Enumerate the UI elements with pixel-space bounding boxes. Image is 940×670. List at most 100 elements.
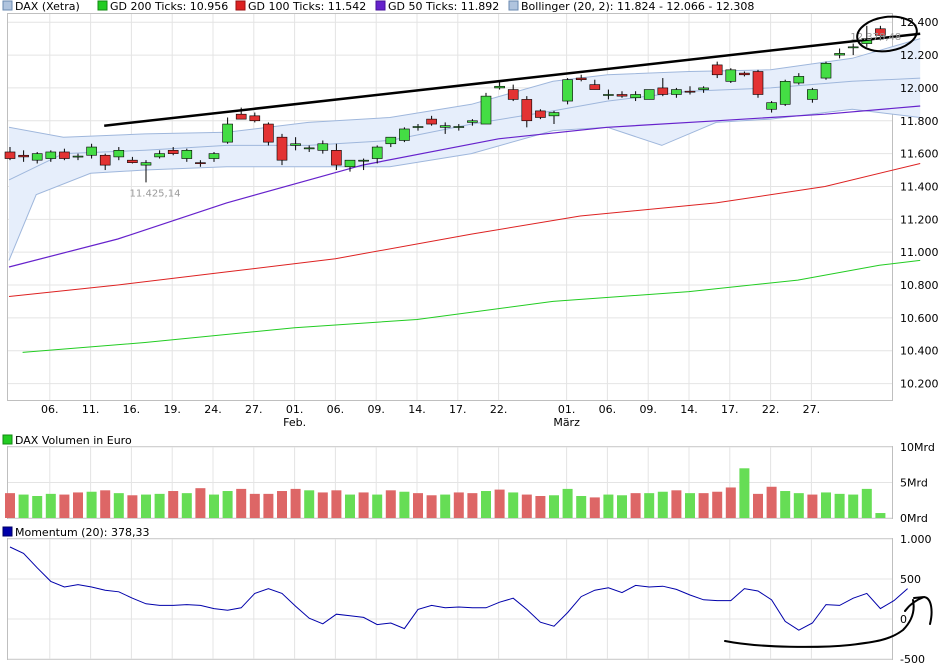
volume-bar	[209, 494, 219, 518]
volume-bar	[195, 488, 206, 518]
momentum-line	[9, 546, 908, 631]
x-tick-label: 22.	[762, 403, 780, 416]
annotations: 11.425,14 12.378,48	[130, 32, 902, 200]
volume-bar	[358, 492, 369, 518]
volume-bar	[236, 488, 247, 518]
legend-swatch-gd100	[235, 0, 246, 11]
legend-swatch-bollinger	[508, 0, 519, 11]
x-tick-label: 19.	[163, 403, 181, 416]
candle	[752, 69, 764, 98]
candle-body	[385, 136, 397, 145]
x-tick-label: 06.	[599, 403, 617, 416]
volume-bar	[644, 493, 655, 518]
volume-bar	[277, 491, 287, 518]
candle	[167, 147, 179, 156]
price-y-tick-label: 12.400	[900, 16, 939, 29]
volume-bar	[848, 494, 859, 518]
volume-bar	[453, 492, 464, 518]
candle-body	[249, 115, 261, 122]
candle	[317, 140, 329, 154]
volume-bar	[385, 490, 396, 518]
candle	[127, 156, 138, 164]
candle	[290, 137, 301, 151]
x-tick-label: 01.	[558, 403, 576, 416]
price-y-tick-label: 10.800	[900, 279, 939, 292]
candle	[725, 68, 737, 83]
legend-swatch-gd200	[97, 0, 108, 11]
candle-body	[562, 79, 573, 102]
legend-item-dax: DAX (Xetra)	[2, 0, 80, 13]
candle-body	[31, 153, 43, 161]
candle-body	[548, 112, 560, 117]
gd50-line	[8, 105, 921, 268]
candle-body	[603, 94, 614, 96]
price-y-tick-label: 10.600	[900, 312, 939, 325]
x-month-label: Feb.	[283, 416, 306, 429]
candle	[521, 96, 533, 128]
candle	[344, 159, 356, 172]
candle-body	[263, 123, 274, 143]
candle	[222, 117, 233, 144]
volume-bar	[739, 468, 750, 518]
volume-bar	[630, 493, 641, 518]
bollinger-middle-line	[8, 77, 921, 181]
price-y-tick-label: 11.000	[900, 246, 939, 259]
volume-bar	[18, 494, 29, 518]
candle	[59, 148, 70, 161]
volume-y-tick-label: 5Mrd	[900, 477, 928, 490]
gd100-line	[8, 163, 921, 297]
candle-body	[779, 81, 791, 105]
candle-body	[45, 151, 57, 159]
candle	[439, 122, 451, 134]
candle-body	[847, 46, 859, 49]
x-tick-label: 14.	[680, 403, 698, 416]
volume-bar	[222, 491, 233, 518]
volume-bar	[5, 493, 15, 518]
volume-bar	[481, 491, 491, 518]
candle-body	[181, 150, 193, 159]
candle	[698, 86, 709, 93]
price-y-tick-label: 11.800	[900, 115, 939, 128]
candle	[480, 92, 492, 125]
volume-y-tick-label: 0Mrd	[900, 512, 928, 525]
volume-bar	[86, 491, 97, 518]
volume-plot	[5, 468, 886, 518]
candle	[494, 81, 505, 90]
momentum-y-tick-label: 500	[900, 573, 921, 586]
x-tick-label: 06.	[327, 403, 345, 416]
candle	[779, 79, 791, 106]
candle-body	[290, 143, 301, 146]
candle	[820, 61, 832, 80]
volume-bar	[73, 492, 83, 518]
candle-body	[657, 87, 669, 95]
candle-body	[140, 162, 152, 166]
x-tick-label: 22.	[490, 403, 508, 416]
legend-label-gd200: GD 200 Ticks: 10.956	[110, 0, 228, 13]
volume-bar	[467, 493, 478, 518]
candle	[208, 151, 220, 162]
x-tick-label: 01.	[286, 403, 304, 416]
hand-drawn-circle	[856, 15, 918, 53]
candle	[630, 91, 641, 102]
candle	[86, 143, 97, 159]
candle	[711, 61, 723, 79]
x-tick-label: 16.	[123, 403, 141, 416]
candle-body	[439, 125, 451, 128]
candle-body	[317, 143, 329, 151]
candle	[834, 48, 845, 59]
volume-bar	[875, 513, 886, 518]
candle	[616, 91, 628, 98]
candle	[358, 158, 369, 171]
volume-y-axis: 0Mrd 5Mrd 10Mrd	[900, 441, 935, 525]
legend-label-bollinger: Bollinger (20, 2): 11.824 - 12.066 - 12.…	[521, 0, 754, 13]
price-y-tick-label: 11.600	[900, 148, 939, 161]
price-y-axis: 10.200 10.400 10.600 10.800 11.000 11.200 11.4…	[900, 16, 939, 390]
volume-bar	[535, 495, 546, 518]
trendline	[104, 32, 921, 127]
momentum-y-tick-label: 0	[900, 613, 907, 626]
volume-bar	[562, 488, 573, 518]
x-tick-label: 06.	[41, 403, 59, 416]
candle-body	[127, 159, 138, 163]
volume-bar	[317, 492, 328, 518]
candle	[643, 89, 655, 100]
